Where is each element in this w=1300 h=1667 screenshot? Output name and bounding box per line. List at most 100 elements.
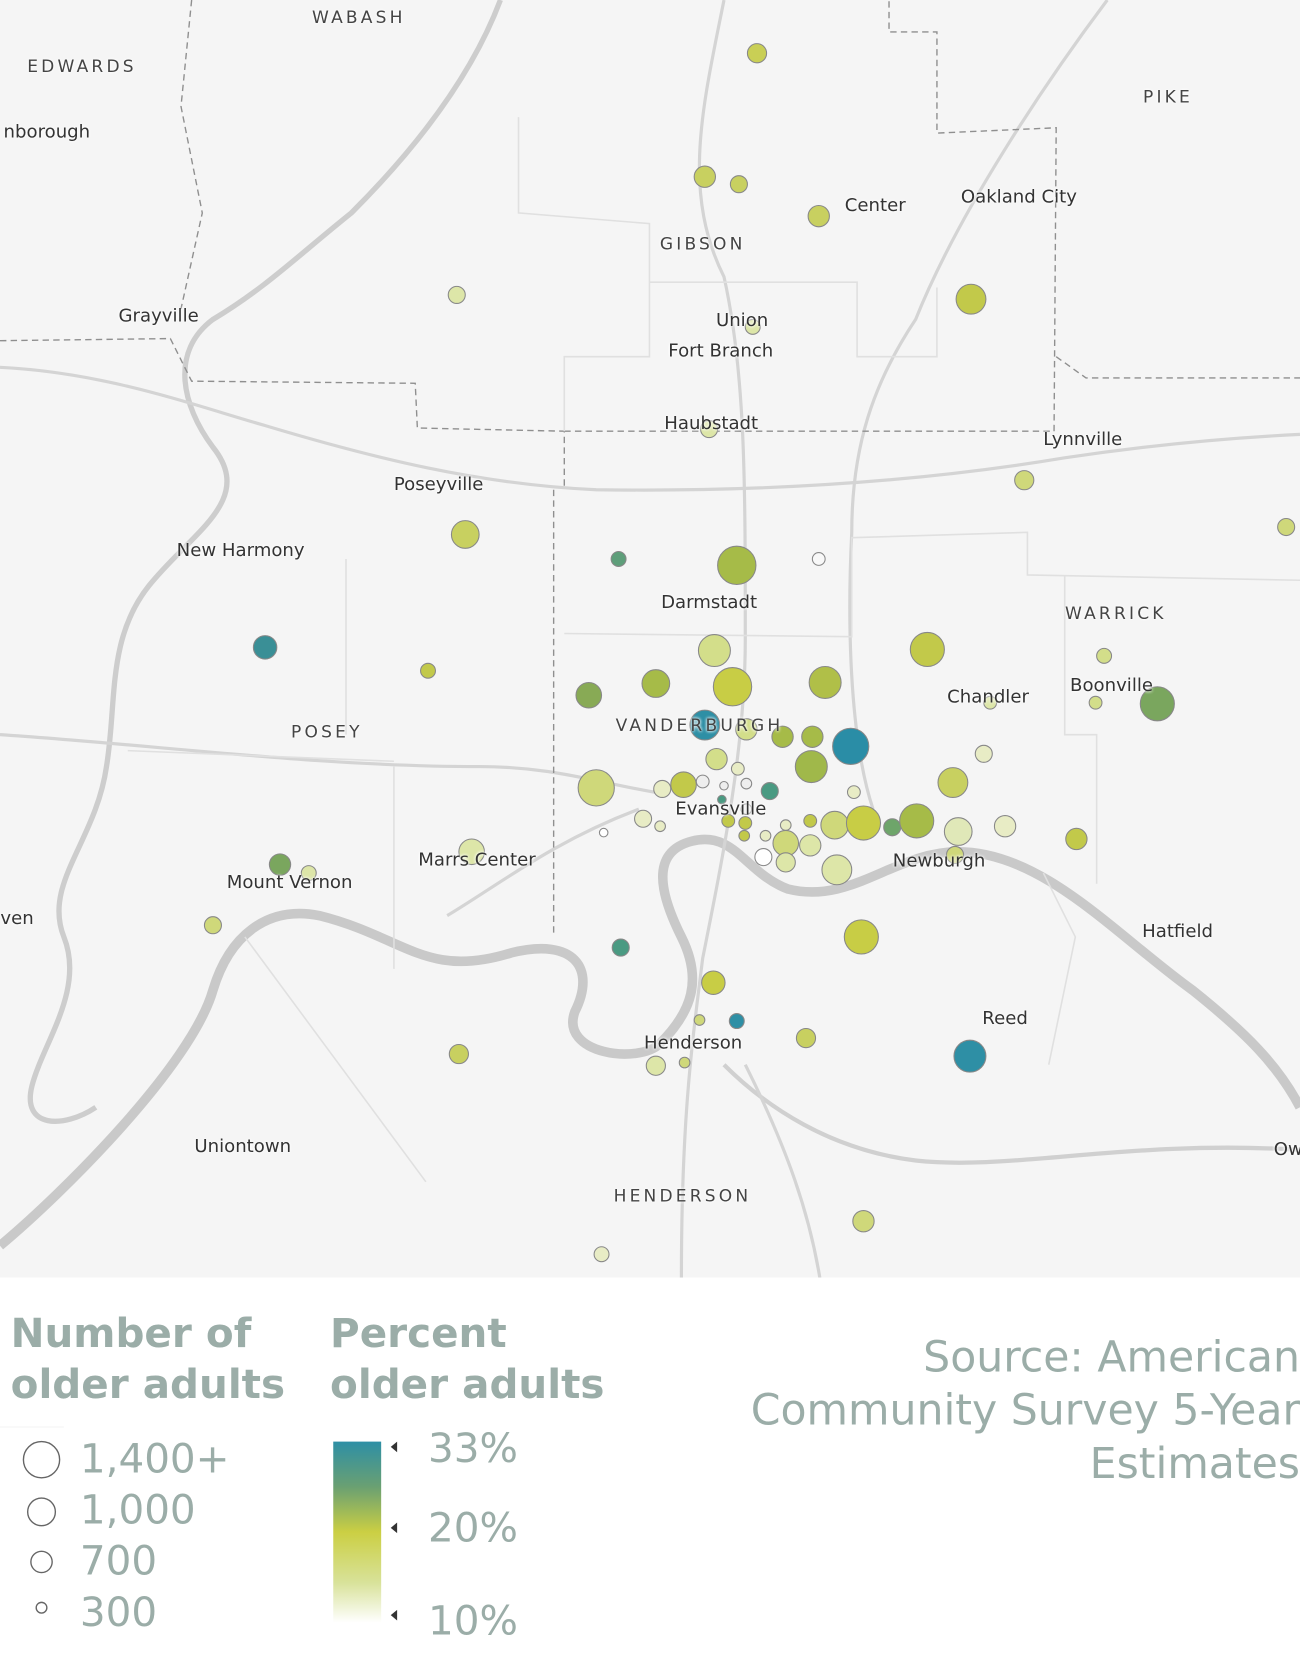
tract-marker[interactable]: [808, 665, 842, 699]
tract-marker[interactable]: [738, 816, 753, 830]
tract-marker[interactable]: [1014, 470, 1035, 491]
tract-marker[interactable]: [712, 667, 753, 707]
tract-marker[interactable]: [955, 283, 987, 315]
tract-marker[interactable]: [693, 1014, 706, 1026]
tract-marker[interactable]: [719, 780, 729, 791]
tract-marker[interactable]: [701, 970, 726, 995]
place-label-mount-vernon: Mount Vernon: [226, 871, 353, 894]
tract-marker[interactable]: [759, 829, 772, 842]
tract-marker[interactable]: [852, 1210, 875, 1233]
tract-marker[interactable]: [775, 852, 796, 873]
tract-marker[interactable]: [268, 853, 292, 876]
tract-marker[interactable]: [730, 761, 745, 776]
size-legend-title: Number of older adults: [11, 1307, 285, 1409]
color-label: 20%: [428, 1504, 518, 1552]
tract-marker[interactable]: [697, 634, 731, 668]
county-border: [564, 0, 1057, 432]
tract-marker[interactable]: [738, 829, 751, 842]
tract-marker[interactable]: [678, 1056, 691, 1069]
wabash-river: [27, 0, 503, 1124]
tract-marker[interactable]: [729, 175, 748, 194]
tract-marker[interactable]: [634, 809, 653, 828]
tract-marker[interactable]: [1139, 686, 1175, 722]
tract-marker[interactable]: [577, 769, 615, 807]
tract-marker[interactable]: [645, 1055, 666, 1076]
tract-marker[interactable]: [695, 774, 710, 789]
place-label-edwards: EDWARDS: [27, 55, 137, 77]
tract-marker[interactable]: [801, 725, 824, 748]
tract-marker[interactable]: [744, 318, 761, 335]
tract-marker[interactable]: [943, 817, 973, 846]
color-ramp: [333, 1441, 382, 1623]
place-label-oakland-city: Oakland City: [960, 186, 1077, 208]
source-line: Source: American: [923, 1333, 1300, 1382]
tract-marker[interactable]: [803, 813, 818, 828]
tract-marker[interactable]: [700, 420, 719, 439]
tract-marker[interactable]: [735, 718, 758, 741]
tract-marker[interactable]: [845, 805, 882, 841]
color-legend-title: Percent older adults: [330, 1307, 604, 1409]
tract-marker[interactable]: [420, 662, 436, 679]
tract-marker[interactable]: [746, 43, 768, 64]
tract-marker[interactable]: [252, 635, 278, 660]
tract-marker[interactable]: [670, 771, 697, 798]
tract-marker[interactable]: [794, 750, 828, 784]
tract-marker[interactable]: [1065, 827, 1088, 851]
tract-marker[interactable]: [974, 744, 993, 763]
tract-marker[interactable]: [909, 631, 945, 668]
map[interactable]: WABASH EDWARDS nborough PIKE Center Oakland C…: [0, 0, 1300, 1278]
tract-marker[interactable]: [447, 285, 466, 304]
tract-marker[interactable]: [772, 829, 800, 857]
tract-marker[interactable]: [448, 1043, 470, 1065]
tract-marker[interactable]: [945, 845, 965, 865]
tract-marker[interactable]: [832, 727, 870, 765]
tract-marker[interactable]: [820, 810, 850, 840]
tract-marker[interactable]: [1088, 695, 1103, 710]
tract-marker[interactable]: [705, 747, 728, 771]
tract-marker[interactable]: [983, 695, 998, 710]
tract-marker[interactable]: [717, 545, 757, 586]
tract-marker[interactable]: [760, 782, 779, 801]
tract-marker[interactable]: [717, 794, 727, 805]
tract-marker[interactable]: [593, 1246, 610, 1263]
tract-marker[interactable]: [821, 854, 853, 886]
map-canvas[interactable]: [0, 0, 1300, 1278]
tract-marker[interactable]: [953, 1039, 987, 1073]
tract-marker[interactable]: [1096, 647, 1113, 664]
source-note: Source: American Community Survey 5-Year…: [751, 1331, 1300, 1491]
tract-marker[interactable]: [654, 820, 666, 833]
tract-marker[interactable]: [807, 204, 830, 228]
tract-marker[interactable]: [740, 777, 753, 790]
tract-marker[interactable]: [450, 520, 480, 549]
tract-marker[interactable]: [754, 848, 773, 867]
tract-marker[interactable]: [728, 1013, 745, 1030]
place-label-posey: POSEY: [291, 721, 363, 742]
size-symbol-1000: [26, 1497, 57, 1527]
tract-marker[interactable]: [779, 819, 792, 831]
tract-marker[interactable]: [799, 834, 822, 857]
tract-marker[interactable]: [740, 803, 753, 816]
tract-marker[interactable]: [937, 767, 969, 798]
tract-marker[interactable]: [843, 919, 879, 955]
tract-marker[interactable]: [203, 916, 222, 935]
tract-marker[interactable]: [458, 838, 485, 866]
tract-marker[interactable]: [300, 865, 317, 882]
tract-marker[interactable]: [689, 709, 721, 741]
tract-marker[interactable]: [883, 818, 902, 837]
tract-marker[interactable]: [611, 938, 630, 957]
tract-marker[interactable]: [795, 1027, 817, 1049]
tract-marker[interactable]: [1277, 517, 1296, 537]
tract-marker[interactable]: [811, 552, 826, 566]
tract-marker[interactable]: [641, 669, 671, 698]
tract-marker[interactable]: [693, 165, 717, 188]
size-label: 700: [79, 1537, 158, 1585]
tract-marker[interactable]: [598, 827, 609, 838]
tract-marker[interactable]: [993, 815, 1017, 838]
tract-marker[interactable]: [653, 779, 672, 798]
tract-marker[interactable]: [899, 803, 935, 839]
tract-marker[interactable]: [721, 813, 736, 828]
tract-marker[interactable]: [610, 550, 627, 567]
tract-marker[interactable]: [771, 725, 794, 748]
tract-marker[interactable]: [846, 785, 861, 800]
tract-marker[interactable]: [575, 681, 603, 709]
